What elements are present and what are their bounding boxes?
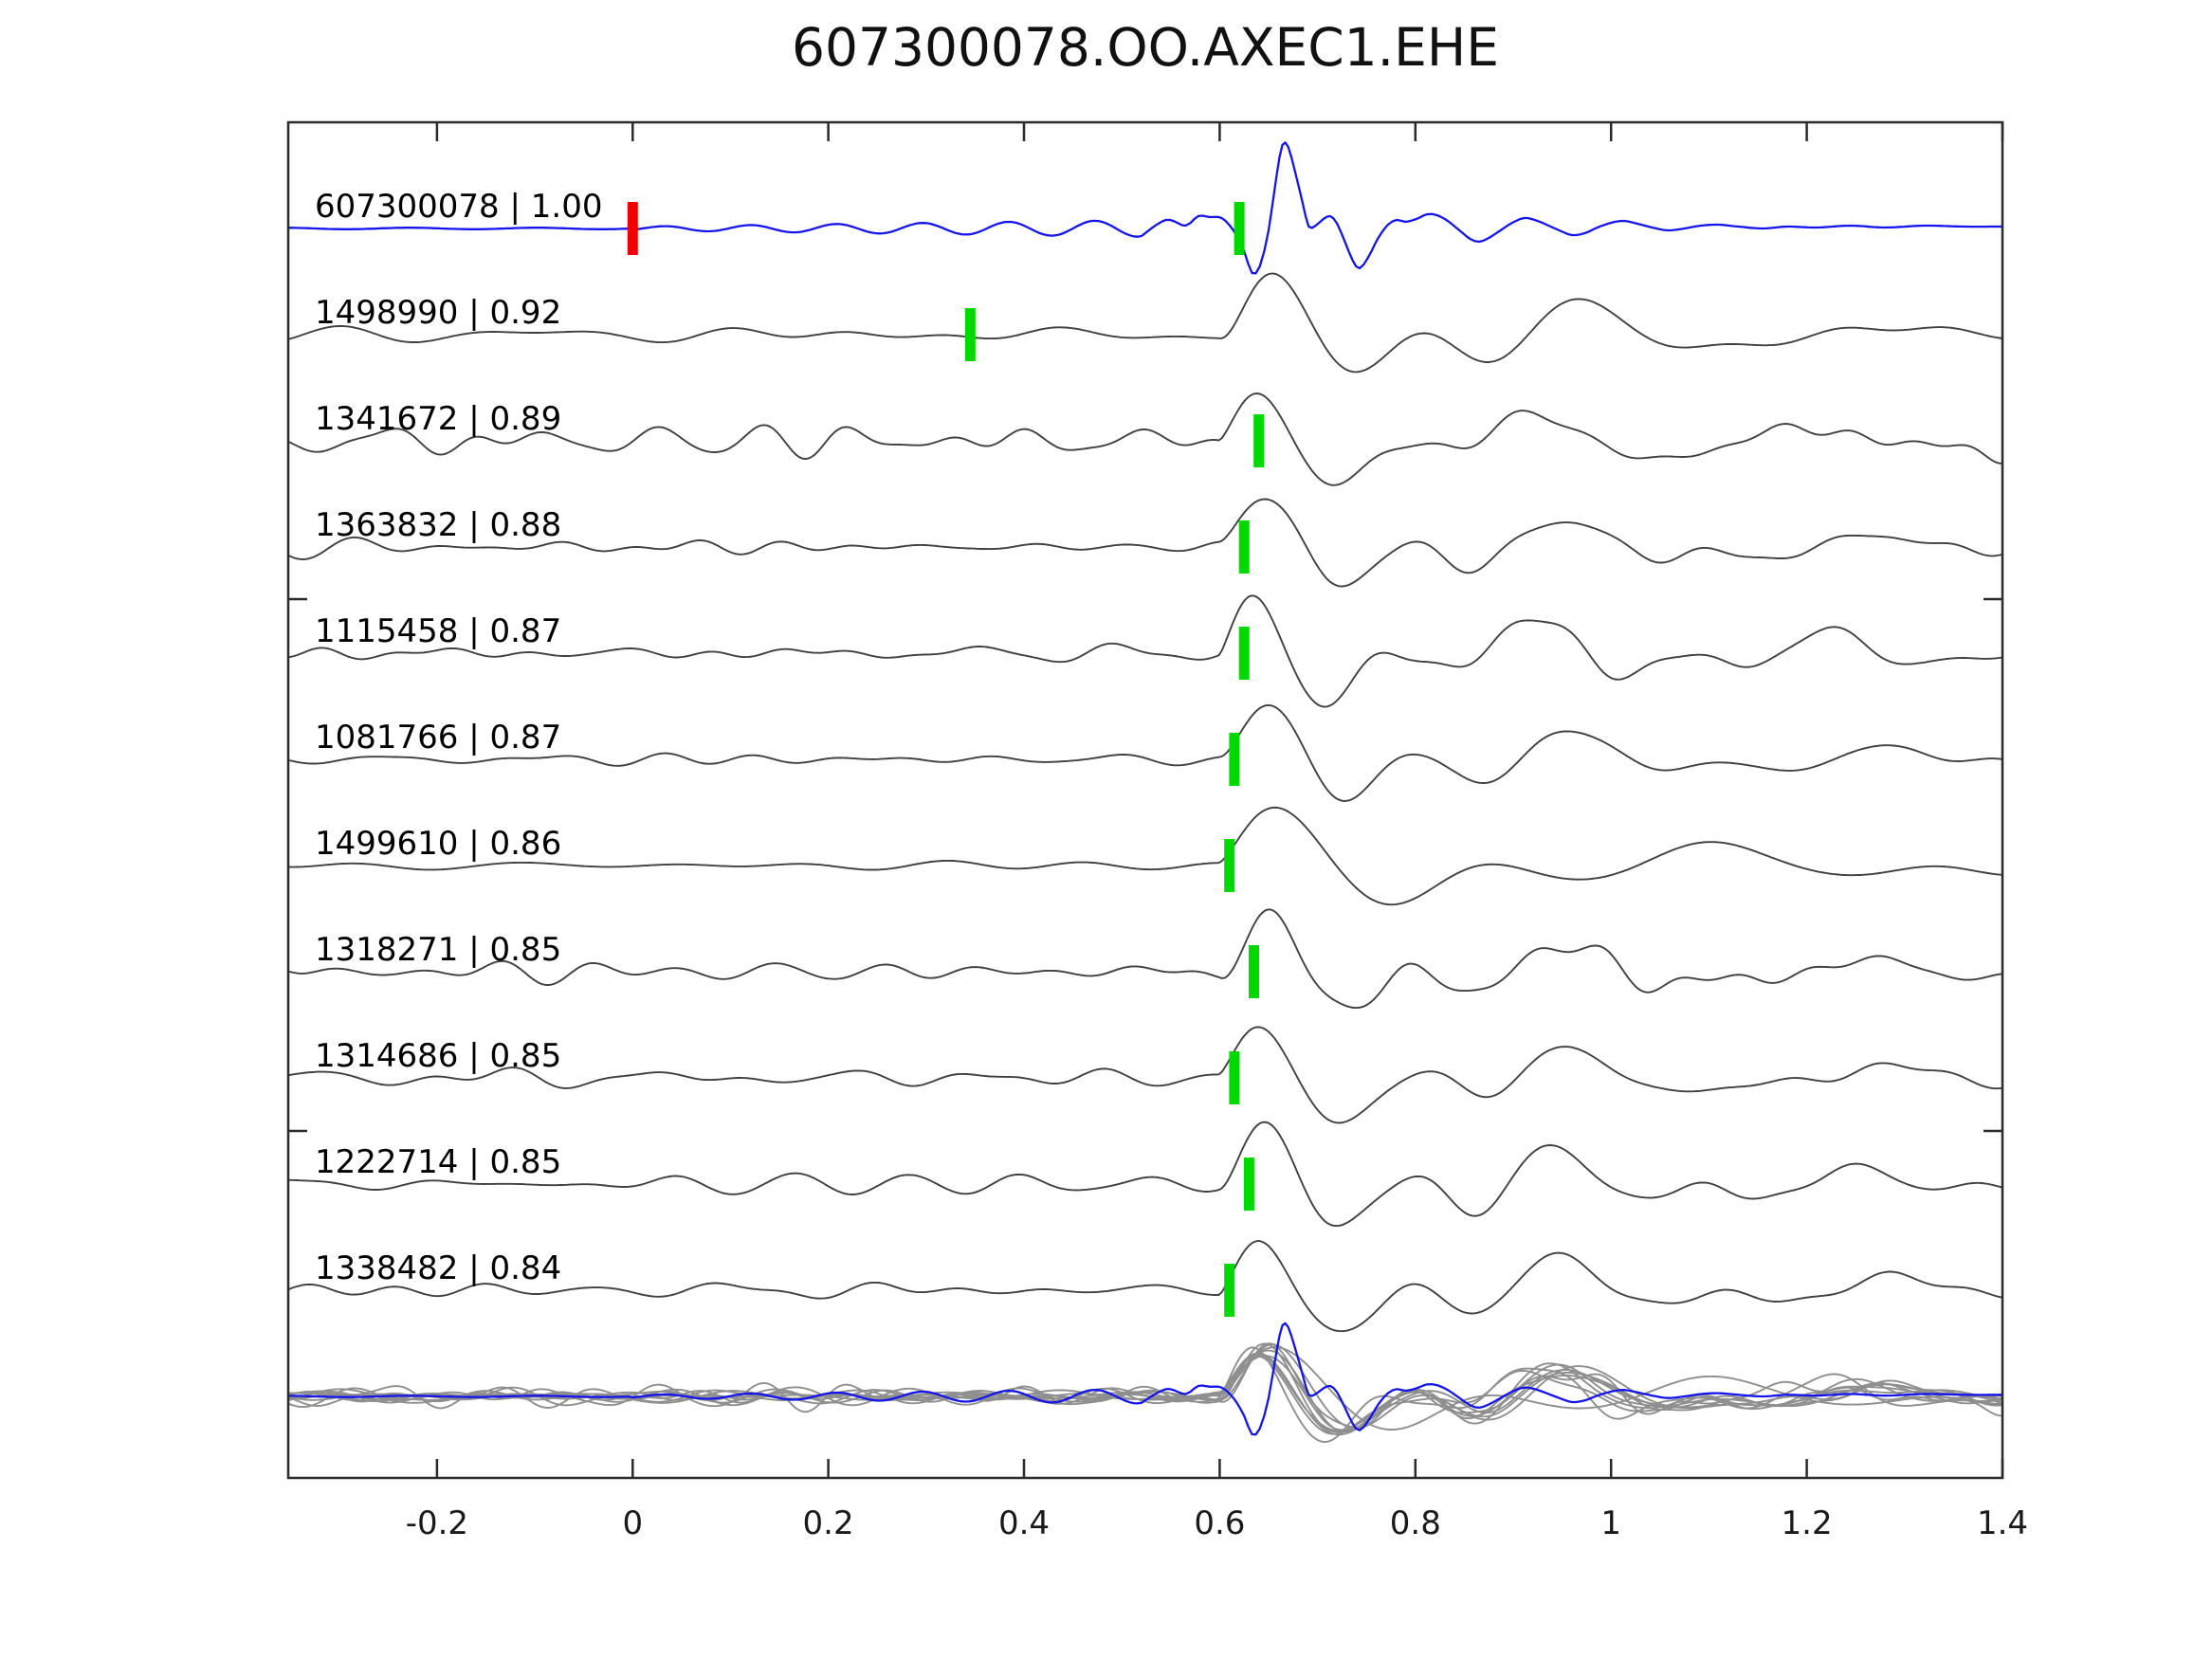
pick-marker-green-1081766	[1229, 733, 1240, 786]
pick-marker-green-1115458	[1238, 627, 1250, 680]
pick-marker-green-1222714	[1243, 1158, 1254, 1211]
x-tick-label: 1.4	[1977, 1504, 2028, 1542]
overlay-trace-1338482	[288, 1353, 2002, 1432]
pick-marker-red-607300078	[627, 202, 638, 255]
trace-label-1498990: 1498990 | 0.92	[315, 294, 561, 332]
x-tick-label: 0.4	[998, 1504, 1050, 1542]
x-tick-label: 0.6	[1194, 1504, 1245, 1542]
trace-label-1363832: 1363832 | 0.88	[315, 506, 561, 544]
trace-waveform-1222714	[288, 1121, 2002, 1228]
plot-title: 607300078.OO.AXEC1.EHE	[791, 17, 1500, 78]
x-tick-label: 1.2	[1782, 1504, 1833, 1542]
pick-marker-green-1338482	[1224, 1264, 1235, 1317]
trace-label-1115458: 1115458 | 0.87	[315, 612, 561, 650]
trace-label-1081766: 1081766 | 0.87	[315, 719, 561, 757]
x-tick-label: 0	[622, 1504, 643, 1542]
trace-label-1318271: 1318271 | 0.85	[315, 931, 561, 969]
trace-waveform-1338482	[288, 1240, 2002, 1333]
pick-marker-green-1499610	[1224, 839, 1235, 892]
trace-waveform-607300078	[288, 141, 2002, 275]
trace-waveform-1363832	[288, 498, 2002, 588]
trace-waveform-1498990	[288, 272, 2002, 374]
overlay-template-trace	[288, 1322, 2002, 1436]
pick-marker-green-1318271	[1249, 945, 1259, 998]
trace-waveform-1115458	[288, 594, 2002, 708]
overlay-trace-1318271	[288, 1342, 2002, 1429]
pick-marker-green-607300078	[1234, 202, 1245, 255]
overlay-trace-1081766	[288, 1349, 2002, 1433]
x-tick-label: 0.8	[1390, 1504, 1441, 1542]
x-tick-label: -0.2	[406, 1504, 468, 1542]
x-tick-label: 1	[1600, 1504, 1621, 1542]
pick-marker-green-1314686	[1229, 1051, 1240, 1104]
trace-label-1222714: 1222714 | 0.85	[315, 1143, 561, 1181]
overlay-trace-1222714	[288, 1342, 2002, 1433]
trace-label-1338482: 1338482 | 0.84	[315, 1249, 561, 1287]
traces-group	[288, 141, 2002, 1444]
trace-label-1499610: 1499610 | 0.86	[315, 825, 561, 863]
trace-waveform-1081766	[288, 703, 2002, 802]
pick-marker-green-1341672	[1253, 414, 1265, 467]
trace-label-1314686: 1314686 | 0.85	[315, 1037, 561, 1075]
plot-border	[286, 120, 2004, 1480]
trace-waveform-1499610	[288, 806, 2002, 906]
trace-label-607300078: 607300078 | 1.00	[315, 188, 602, 226]
x-tick-label: 0.2	[803, 1504, 854, 1542]
trace-waveform-1341672	[288, 392, 2002, 486]
trace-label-1341672: 1341672 | 0.89	[315, 400, 561, 438]
overlay-trace-1499610	[288, 1346, 2002, 1431]
pick-marker-green-1498990	[964, 308, 976, 361]
pick-marker-green-1363832	[1238, 520, 1250, 574]
trace-waveform-1318271	[288, 908, 2002, 1010]
trace-waveform-1314686	[288, 1026, 2002, 1124]
